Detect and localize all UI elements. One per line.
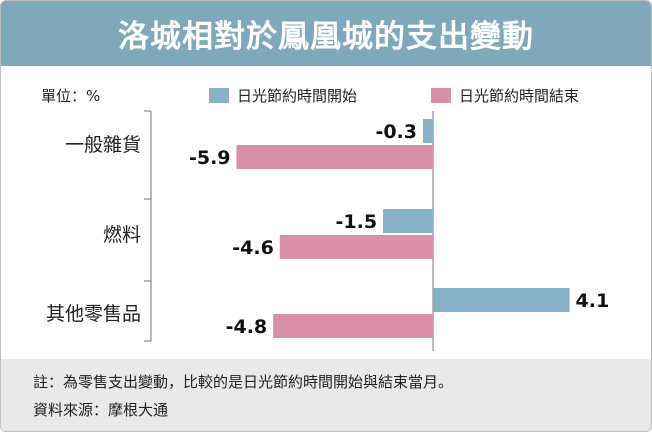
bar — [433, 288, 570, 312]
legend-swatch-end — [431, 88, 451, 103]
bar — [423, 119, 433, 143]
chart-title: 洛城相對於鳳凰城的支出變動 — [118, 19, 534, 55]
category-label: 其他零售品 — [46, 303, 141, 325]
data-label: -5.9 — [189, 147, 231, 169]
legend-label-end: 日光節約時間結束 — [459, 87, 580, 105]
title-bar: 洛城相對於鳳凰城的支出變動 — [1, 1, 651, 66]
unit-label: 單位：% — [41, 87, 101, 105]
data-label: -0.3 — [375, 121, 417, 143]
category-label: 一般雜貨 — [65, 134, 141, 156]
legend-label-start: 日光節約時間開始 — [237, 87, 358, 105]
legend-item-end: 日光節約時間結束 — [431, 85, 579, 106]
data-label: -4.6 — [232, 237, 274, 259]
bar-chart: 一般雜貨 -0.3 -5.9 燃料 -1.5 -4.6 其他零售品 4.1 -4.8 — [46, 110, 610, 351]
footer: 註：為零售支出變動，比較的是日光節約時間開始與結束當月。 資料來源：摩根大通 — [1, 359, 651, 431]
legend-item-start: 日光節約時間開始 — [209, 85, 357, 106]
bar — [273, 314, 433, 338]
bar — [383, 209, 433, 233]
bar — [279, 235, 433, 259]
data-label: -4.8 — [226, 316, 268, 338]
legend-swatch-start — [209, 88, 229, 103]
source-text: 資料來源：摩根大通 — [33, 401, 169, 419]
data-label: 4.1 — [576, 290, 610, 312]
category-label: 燃料 — [103, 224, 141, 246]
bar — [236, 145, 433, 169]
data-label: -1.5 — [336, 211, 378, 233]
note-text: 註：為零售支出變動，比較的是日光節約時間開始與結束當月。 — [33, 373, 454, 391]
